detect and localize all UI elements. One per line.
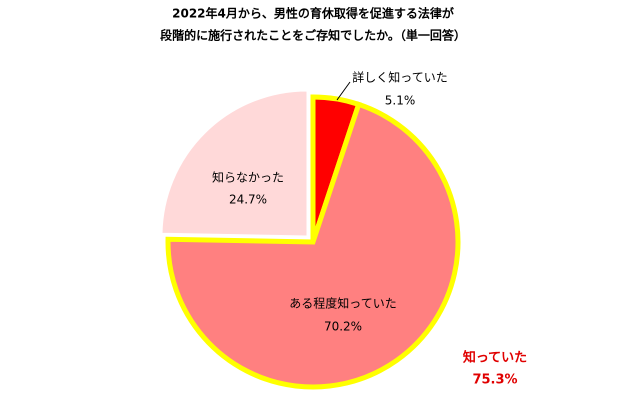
annotation: 75.3% bbox=[472, 373, 517, 388]
chart-title: 2022年4月から、男性の育休取得を促進する法律が bbox=[172, 6, 454, 21]
value-label: 5.1% bbox=[385, 94, 416, 108]
annotation: 知っていた bbox=[463, 350, 527, 366]
pie-slice bbox=[161, 90, 308, 237]
pie-slice bbox=[165, 101, 461, 390]
leader-line bbox=[336, 81, 351, 101]
data-label: 詳しく知っていた bbox=[352, 70, 447, 85]
value-label: 24.7% bbox=[229, 193, 267, 207]
chart-title: 段階的に施行されたことをご存知でしたか。（単一回答） bbox=[160, 28, 466, 43]
data-label: ある程度知っていた bbox=[289, 296, 396, 311]
value-label: 70.2% bbox=[324, 320, 362, 334]
data-label: 知らなかった bbox=[212, 171, 284, 185]
